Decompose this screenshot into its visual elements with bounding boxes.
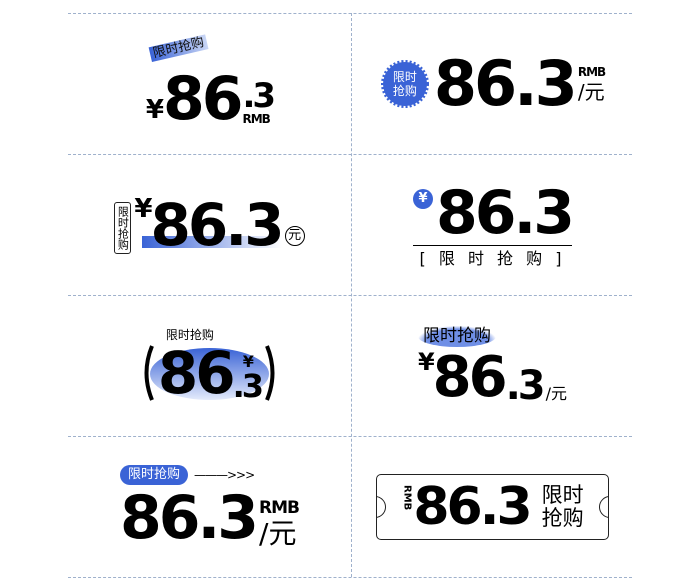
- grid-line: [68, 577, 632, 578]
- price-tag-3: 限时抢购 ¥ 86.3 元: [68, 154, 351, 295]
- starburst-badge: 限时 抢购: [380, 59, 430, 109]
- price-tag-2: 限时 抢购 86.3 RMB /元: [351, 13, 634, 154]
- ticket-notch-left: [377, 495, 387, 518]
- currency-code: RMB: [401, 484, 413, 510]
- price-integer: 86: [432, 344, 508, 410]
- price-tag-6: 限时抢购 ¥ 86 .3 /元: [351, 295, 634, 436]
- price-tag-7: 限时抢购 ———>>> 86.3 RMB /元: [68, 436, 351, 577]
- price-tag-8: RMB 86.3 限时 抢购: [351, 436, 634, 577]
- price: 86.3: [119, 483, 259, 553]
- price-tag-1: 限时抢购 ¥ 86 .3 RMB: [68, 13, 351, 154]
- per-yuan: /元: [545, 383, 568, 403]
- grid-line: [68, 295, 632, 296]
- flash-sale-label: 限时抢购: [165, 328, 214, 342]
- grid-line: [68, 154, 632, 155]
- price-integer: 86: [163, 63, 243, 134]
- flash-sale-line1: 限时: [541, 482, 584, 507]
- grid-line: [68, 13, 632, 14]
- blue-ellipse: [149, 348, 270, 400]
- price-tag-5: 限时抢购 86 ¥ .3: [68, 295, 351, 436]
- per-yuan: /元: [259, 517, 297, 550]
- flash-sale-vertical-box: 限时抢购: [114, 201, 132, 254]
- price: 86.3: [433, 46, 578, 120]
- currency-symbol: ¥: [145, 94, 164, 125]
- right-paren-icon: [265, 345, 275, 401]
- per-yuan: /元: [577, 79, 605, 104]
- price: 86.3: [150, 190, 284, 259]
- flash-sale-line2: 抢购: [392, 83, 417, 98]
- yuan-circle: 元: [284, 225, 305, 246]
- currency-code: RMB: [242, 111, 271, 126]
- starburst-badge-icon: [380, 59, 429, 108]
- price-decimal: .3: [505, 362, 546, 409]
- currency-code: RMB: [577, 64, 606, 79]
- currency-symbol: ¥: [134, 193, 152, 224]
- price-integer: 86: [157, 339, 236, 407]
- price: 86.3: [435, 177, 575, 248]
- ticket-outline: RMB 86.3 限时 抢购: [376, 473, 609, 540]
- flash-sale-label: 限时抢购: [417, 325, 496, 347]
- currency-symbol: ¥: [242, 352, 254, 371]
- underline-bar: [142, 235, 282, 248]
- flash-sale-label: 限时抢购: [148, 33, 209, 62]
- price-decimal: .3: [232, 367, 264, 405]
- currency-badge-icon: ¥: [412, 188, 433, 209]
- flash-sale-pill: 限时抢购: [119, 465, 188, 485]
- flash-sale-label: [ 限 时 抢 购 ]: [419, 248, 566, 268]
- flash-sale-line2: 抢购: [541, 505, 584, 530]
- grid-line: [68, 436, 632, 437]
- price: 86.3: [413, 476, 532, 537]
- price-tag-4: ¥ 86.3 [ 限 时 抢 购 ]: [351, 154, 634, 295]
- arrow-decoration: ———>>>: [194, 468, 255, 482]
- price-decimal: .3: [242, 75, 277, 116]
- grid-line: [351, 13, 352, 577]
- ticket-notch-right: [598, 495, 608, 518]
- left-paren-icon: [144, 345, 154, 401]
- flash-sale-line1: 限时: [392, 69, 417, 84]
- currency-symbol: ¥: [417, 347, 435, 376]
- divider: [412, 244, 573, 246]
- currency-code: RMB: [259, 498, 300, 518]
